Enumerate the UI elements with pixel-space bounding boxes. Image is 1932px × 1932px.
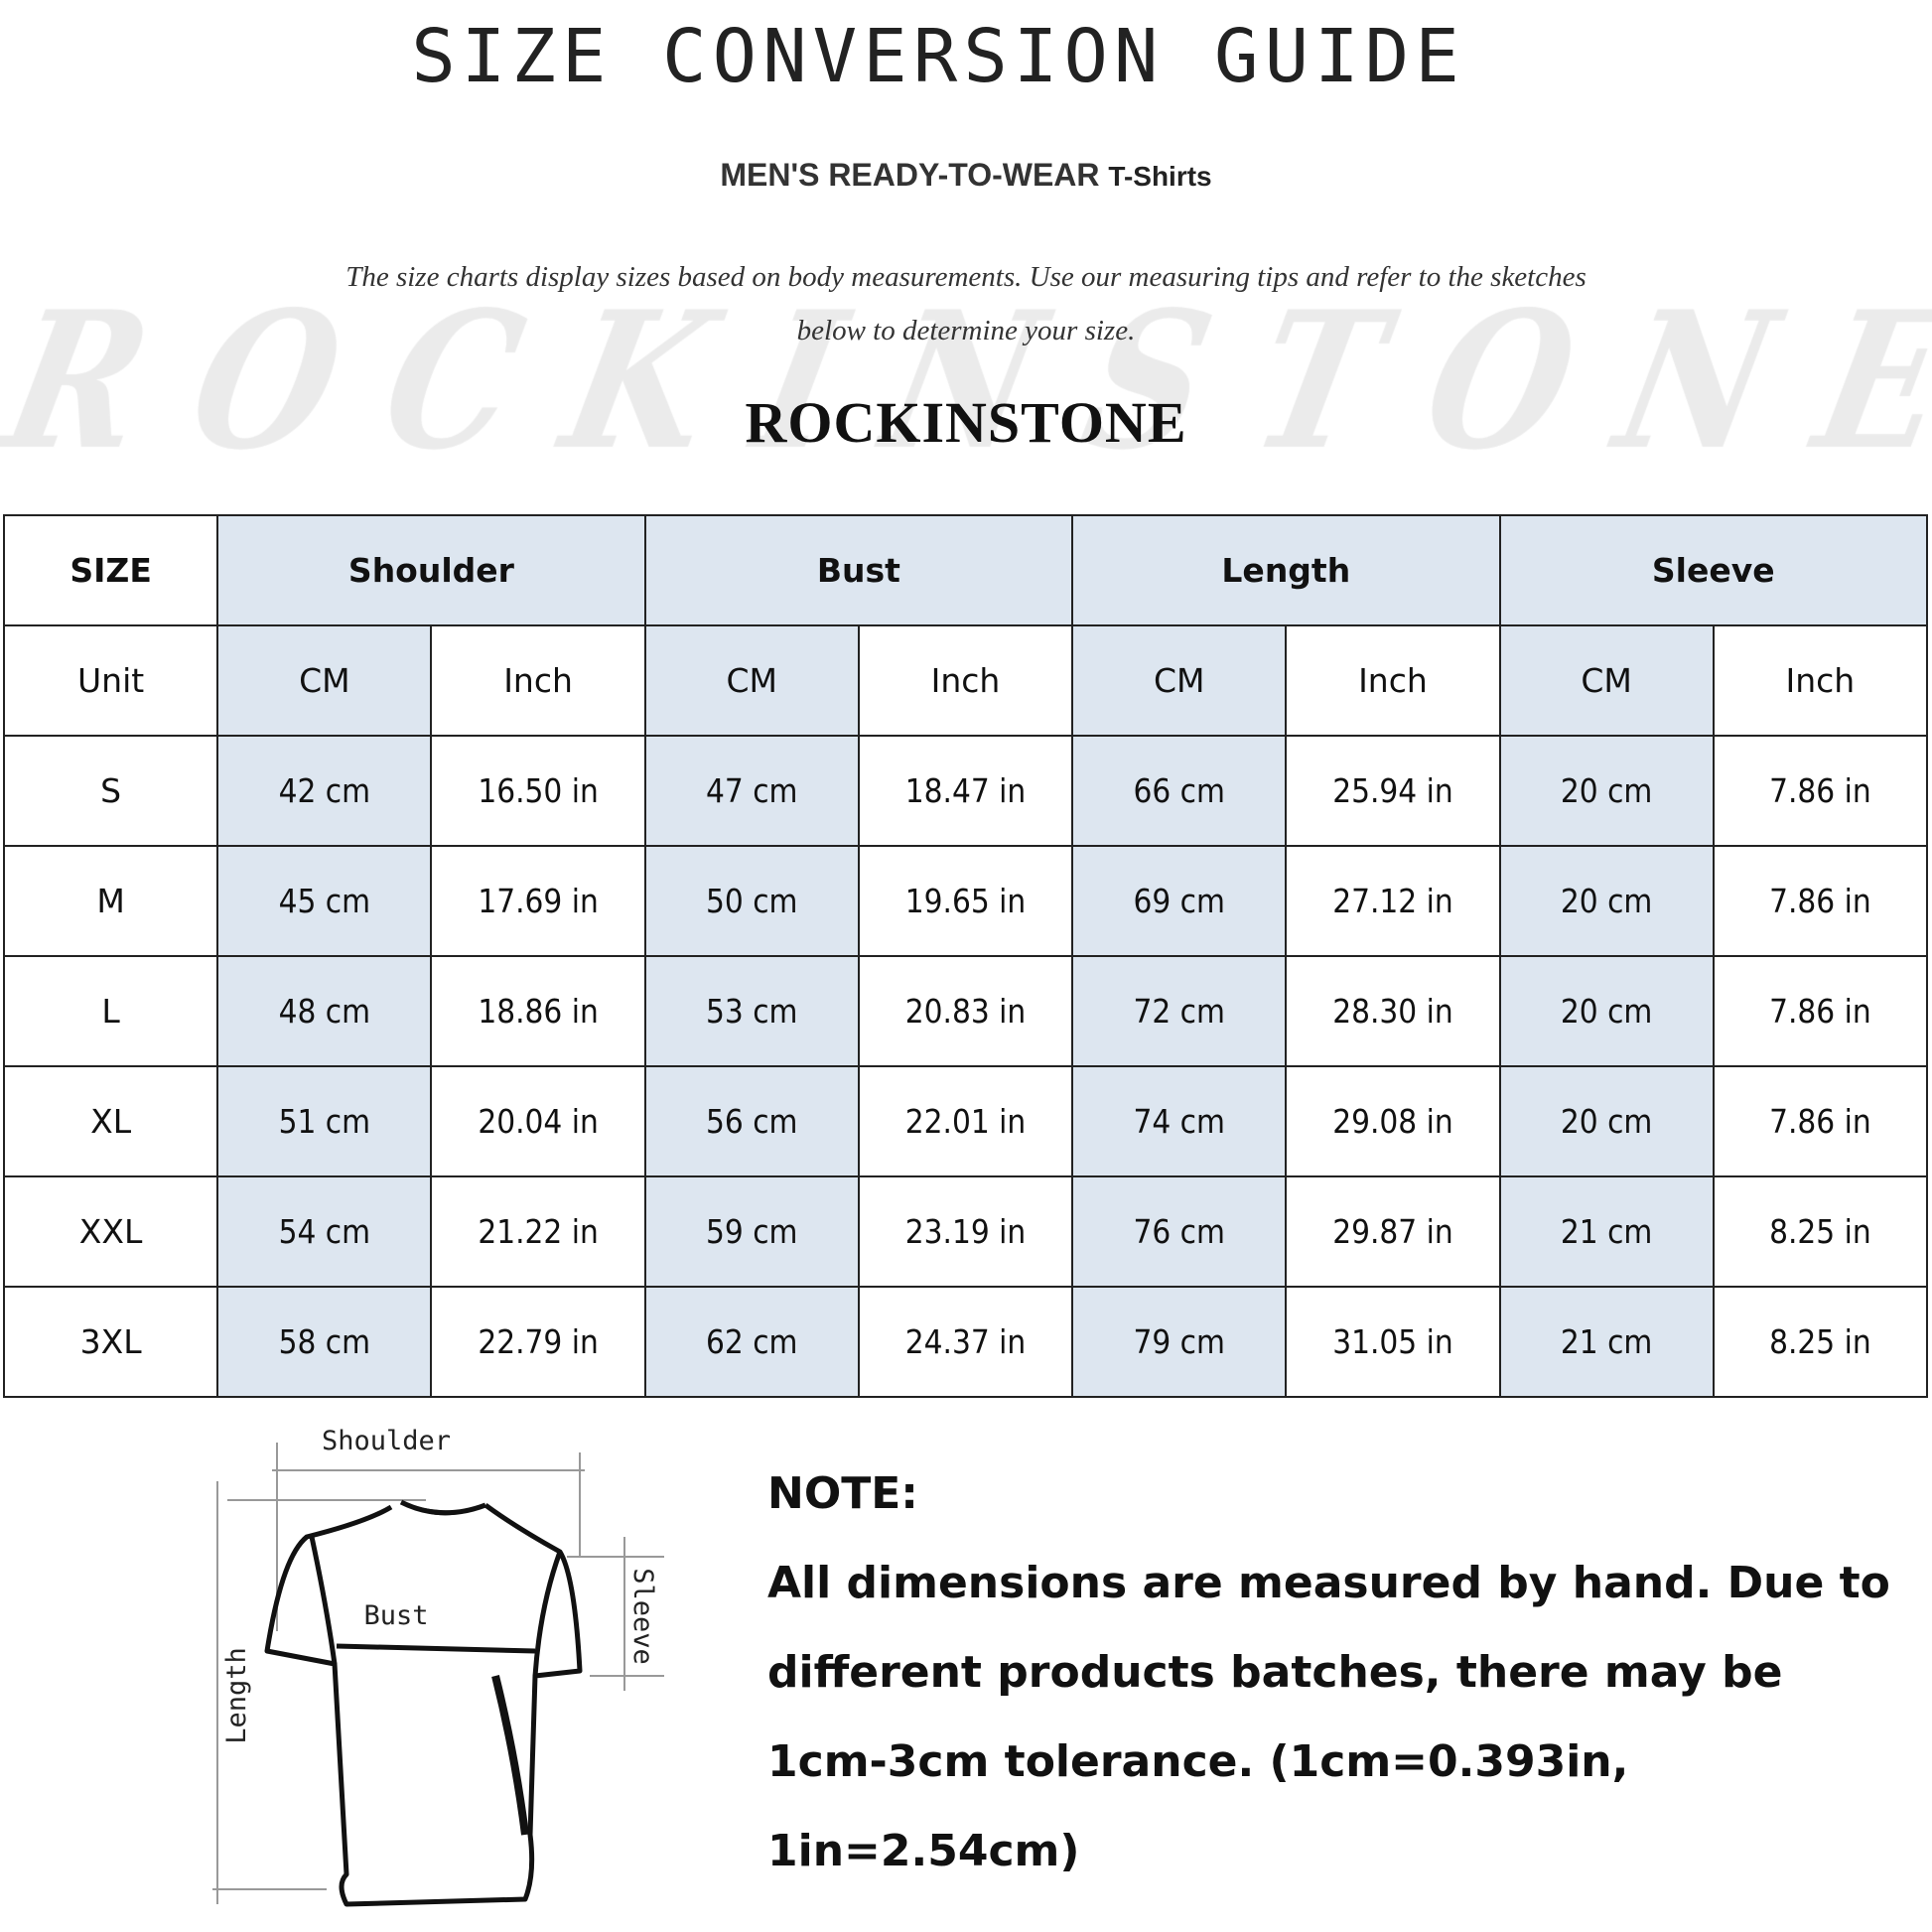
sketch-label-length: Length xyxy=(221,1647,252,1744)
table-row: 3XL 58 cm 22.79 in 62 cm 24.37 in 79 cm 31.05 … xyxy=(2,1286,1929,1398)
value-cell: 45 cm xyxy=(216,845,433,957)
unit-cell: CM xyxy=(643,624,860,737)
value-cell: 18.86 in xyxy=(430,955,646,1067)
value-cell: 22.01 in xyxy=(857,1065,1074,1177)
page-title: SIZE CONVERSION GUIDE xyxy=(411,14,1465,99)
value-cell: 53 cm xyxy=(643,955,860,1067)
tshirt-measurement-sketch: Shoulder Bust Length Sleeve xyxy=(212,1426,664,1907)
size-cell: XL xyxy=(2,1065,219,1177)
value-cell: 19.65 in xyxy=(857,845,1074,957)
value-cell: 54 cm xyxy=(216,1175,433,1288)
value-cell: 16.50 in xyxy=(430,735,646,847)
value-cell: 29.87 in xyxy=(1285,1175,1501,1288)
subtitle-main: MEN'S READY-TO-WEAR xyxy=(720,157,1100,193)
value-cell: 24.37 in xyxy=(857,1286,1074,1398)
value-cell: 66 cm xyxy=(1071,735,1288,847)
value-cell: 69 cm xyxy=(1071,845,1288,957)
header-bust: Bust xyxy=(643,514,1074,626)
unit-label: Unit xyxy=(2,624,219,737)
note-line: All dimensions are measured by hand. Due… xyxy=(767,1558,1890,1608)
value-cell: 76 cm xyxy=(1071,1175,1288,1288)
value-cell: 48 cm xyxy=(216,955,433,1067)
header-size: SIZE xyxy=(2,514,219,626)
intro-line: The size charts display sizes based on b… xyxy=(345,261,1587,293)
value-cell: 27.12 in xyxy=(1285,845,1501,957)
value-cell: 21 cm xyxy=(1498,1286,1715,1398)
unit-row: Unit CM Inch CM Inch CM Inch CM Inch xyxy=(2,624,1929,737)
value-cell: 7.86 in xyxy=(1712,955,1929,1067)
size-cell: S xyxy=(2,735,219,847)
subtitle-product: T-Shirts xyxy=(1108,161,1212,192)
value-cell: 21.22 in xyxy=(430,1175,646,1288)
value-cell: 20.04 in xyxy=(430,1065,646,1177)
sketch-label-shoulder: Shoulder xyxy=(322,1426,451,1456)
value-cell: 62 cm xyxy=(643,1286,860,1398)
size-cell: XXL xyxy=(2,1175,219,1288)
value-cell: 20.83 in xyxy=(857,955,1074,1067)
value-cell: 31.05 in xyxy=(1285,1286,1501,1398)
sketch-label-sleeve: Sleeve xyxy=(627,1568,658,1665)
value-cell: 47 cm xyxy=(643,735,860,847)
value-cell: 79 cm xyxy=(1071,1286,1288,1398)
value-cell: 18.47 in xyxy=(857,735,1074,847)
table-row: S 42 cm 16.50 in 47 cm 18.47 in 66 cm 25.94 in… xyxy=(2,735,1929,847)
unit-cell: Inch xyxy=(857,624,1074,737)
note-heading: NOTE: xyxy=(767,1468,918,1519)
value-cell: 17.69 in xyxy=(430,845,646,957)
value-cell: 42 cm xyxy=(216,735,433,847)
size-cell: 3XL xyxy=(2,1286,219,1398)
value-cell: 58 cm xyxy=(216,1286,433,1398)
brand-name: ROCKINSTONE xyxy=(745,390,1187,455)
table-row: XL 51 cm 20.04 in 56 cm 22.01 in 74 cm 29.08 i… xyxy=(2,1065,1929,1177)
value-cell: 20 cm xyxy=(1498,1065,1715,1177)
value-cell: 28.30 in xyxy=(1285,955,1501,1067)
size-cell: M xyxy=(2,845,219,957)
value-cell: 56 cm xyxy=(643,1065,860,1177)
value-cell: 22.79 in xyxy=(430,1286,646,1398)
sketch-label-bust: Bust xyxy=(363,1600,428,1631)
unit-cell: CM xyxy=(1498,624,1715,737)
value-cell: 7.86 in xyxy=(1712,1065,1929,1177)
value-cell: 8.25 in xyxy=(1712,1175,1929,1288)
unit-cell: Inch xyxy=(1712,624,1929,737)
unit-cell: CM xyxy=(216,624,433,737)
value-cell: 29.08 in xyxy=(1285,1065,1501,1177)
value-cell: 74 cm xyxy=(1071,1065,1288,1177)
header-shoulder: Shoulder xyxy=(216,514,646,626)
value-cell: 21 cm xyxy=(1498,1175,1715,1288)
size-table: SIZE Shoulder Bust Length Sleeve Unit CM… xyxy=(2,514,1929,1398)
value-cell: 20 cm xyxy=(1498,955,1715,1067)
table-row: L 48 cm 18.86 in 53 cm 20.83 in 72 cm 28.30 in… xyxy=(2,955,1929,1067)
header-sleeve: Sleeve xyxy=(1498,514,1929,626)
header-row: SIZE Shoulder Bust Length Sleeve xyxy=(2,514,1929,626)
note-line: different products batches, there may be xyxy=(767,1647,1783,1698)
value-cell: 7.86 in xyxy=(1712,735,1929,847)
subtitle: MEN'S READY-TO-WEAR T-Shirts xyxy=(0,157,1932,194)
table-row: M 45 cm 17.69 in 50 cm 19.65 in 69 cm 27.12 in… xyxy=(2,845,1929,957)
intro-line: below to determine your size. xyxy=(796,315,1136,346)
value-cell: 23.19 in xyxy=(857,1175,1074,1288)
value-cell: 8.25 in xyxy=(1712,1286,1929,1398)
value-cell: 7.86 in xyxy=(1712,845,1929,957)
watermark-image xyxy=(0,248,1932,486)
value-cell: 51 cm xyxy=(216,1065,433,1177)
unit-cell: Inch xyxy=(1285,624,1501,737)
value-cell: 59 cm xyxy=(643,1175,860,1288)
table-row: XXL 54 cm 21.22 in 59 cm 23.19 in 76 cm 29.87 … xyxy=(2,1175,1929,1288)
note-line: 1cm-3cm tolerance. (1cm=0.393in, 1in=2.5… xyxy=(767,1736,1629,1876)
unit-cell: CM xyxy=(1071,624,1288,737)
value-cell: 50 cm xyxy=(643,845,860,957)
unit-cell: Inch xyxy=(430,624,646,737)
value-cell: 20 cm xyxy=(1498,845,1715,957)
value-cell: 25.94 in xyxy=(1285,735,1501,847)
value-cell: 72 cm xyxy=(1071,955,1288,1067)
value-cell: 20 cm xyxy=(1498,735,1715,847)
note: NOTE: All dimensions are measured by han… xyxy=(767,1449,1919,1896)
header-length: Length xyxy=(1071,514,1501,626)
size-cell: L xyxy=(2,955,219,1067)
intro-text: The size charts display sizes based on b… xyxy=(298,250,1634,357)
